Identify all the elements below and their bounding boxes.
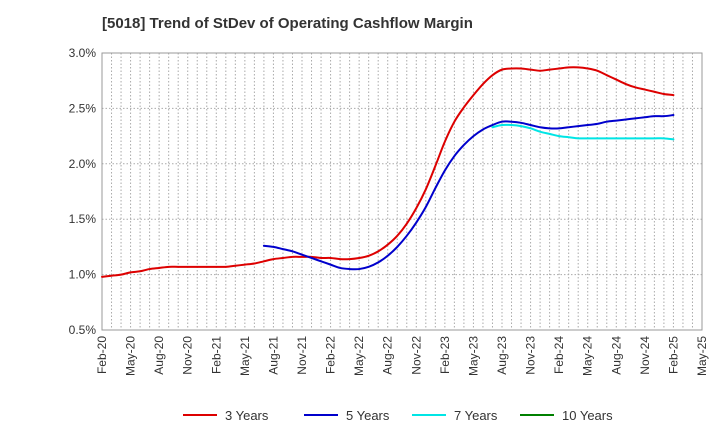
grid: [102, 53, 702, 330]
x-tick-label: Feb-24: [552, 336, 566, 374]
legend-label-10-years: 10 Years: [562, 408, 613, 423]
x-tick-label: May-22: [352, 336, 366, 376]
x-tick-label: Nov-22: [409, 336, 423, 375]
x-tick-label: May-23: [466, 336, 480, 376]
chart-title: [5018] Trend of StDev of Operating Cashf…: [102, 15, 473, 32]
x-tick-label: Feb-20: [95, 336, 109, 374]
x-tick-label: Aug-20: [152, 336, 166, 375]
legend-label-7-years: 7 Years: [454, 408, 498, 423]
x-tick-label: Aug-21: [266, 336, 280, 375]
x-tick-label: Aug-22: [381, 336, 395, 375]
y-tick-label: 3.0%: [69, 46, 97, 60]
x-tick-label: May-24: [581, 336, 595, 376]
y-tick-label: 2.5%: [69, 101, 97, 115]
x-tick-label: Nov-24: [638, 336, 652, 375]
x-tick-label: Feb-23: [438, 336, 452, 374]
x-tick-label: Feb-25: [666, 336, 680, 374]
x-tick-label: May-21: [238, 336, 252, 376]
x-tick-label: Aug-23: [495, 336, 509, 375]
series-line-7-years: [491, 123, 675, 141]
x-tick-label: May-20: [124, 336, 138, 376]
series-line-3-years: [101, 66, 675, 278]
x-axis-ticks: Feb-20 May-20 Aug-20 Nov-20 Feb-21 May-21 Aug-…: [95, 336, 709, 376]
legend-label-5-years: 5 Years: [346, 408, 390, 423]
y-tick-label: 2.0%: [69, 157, 97, 171]
x-tick-label: Nov-20: [181, 336, 195, 375]
x-tick-label: May-25: [695, 336, 709, 376]
y-axis-ticks: 0.5% 1.0% 1.5% 2.0% 2.5% 3.0%: [69, 46, 97, 337]
x-tick-label: Feb-22: [324, 336, 338, 374]
x-tick-label: Aug-24: [609, 336, 623, 375]
x-tick-label: Nov-21: [295, 336, 309, 375]
series-layer: [101, 66, 675, 278]
series-line-5-years: [262, 114, 675, 271]
plot-frame: [101, 52, 703, 331]
y-tick-label: 0.5%: [69, 323, 97, 337]
legend: 3 Years 5 Years 7 Years 10 Years: [183, 408, 613, 423]
y-tick-label: 1.0%: [69, 268, 97, 282]
x-tick-label: Nov-23: [524, 336, 538, 375]
legend-label-3-years: 3 Years: [225, 408, 269, 423]
x-tick-label: Feb-21: [209, 336, 223, 374]
y-tick-label: 1.5%: [69, 212, 97, 226]
